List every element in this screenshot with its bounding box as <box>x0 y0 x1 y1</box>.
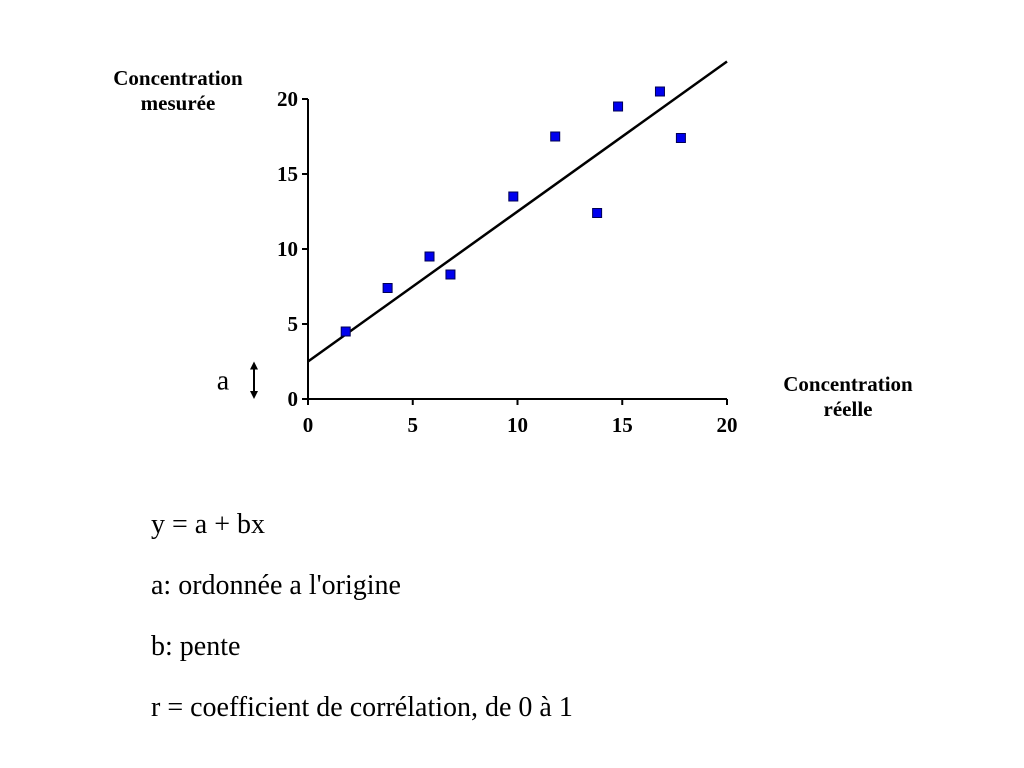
x-tick-label: 20 <box>717 413 738 437</box>
data-point <box>613 101 624 112</box>
note-slope-definition: b: pente <box>151 631 241 662</box>
y-axis-title: Concentration mesurée <box>113 66 243 116</box>
data-point <box>508 191 519 202</box>
data-point <box>340 326 351 337</box>
y-tick-label: 5 <box>288 312 299 336</box>
data-point <box>424 251 435 262</box>
x-tick-label: 5 <box>408 413 419 437</box>
intercept-label: a <box>217 365 230 396</box>
note-correlation-definition: r = coefficient de corrélation, de 0 à 1 <box>151 692 573 723</box>
y-tick-label: 0 <box>288 387 299 411</box>
data-point <box>445 269 456 280</box>
data-point <box>654 86 665 97</box>
x-tick-label: 0 <box>303 413 314 437</box>
y-tick-label: 10 <box>277 237 298 261</box>
data-point <box>382 283 393 293</box>
y-tick-label: 15 <box>277 162 298 186</box>
regression-line <box>307 60 728 363</box>
notes-list: y = a + bx a: ordonnée a l'origine b: pe… <box>151 505 573 749</box>
note-intercept-definition: a: ordonnée a l'origine <box>151 570 401 601</box>
x-axis-title: Concentration réelle <box>783 372 913 422</box>
intercept-arrow-head-down <box>250 391 258 399</box>
note-equation: y = a + bx <box>151 509 266 540</box>
y-tick-label: 20 <box>277 87 298 111</box>
x-tick-label: 10 <box>507 413 528 437</box>
intercept-arrow-head-up <box>250 361 258 370</box>
data-point <box>675 133 686 143</box>
x-tick-label: 15 <box>612 413 633 437</box>
data-point <box>550 131 561 142</box>
data-point <box>592 208 603 218</box>
